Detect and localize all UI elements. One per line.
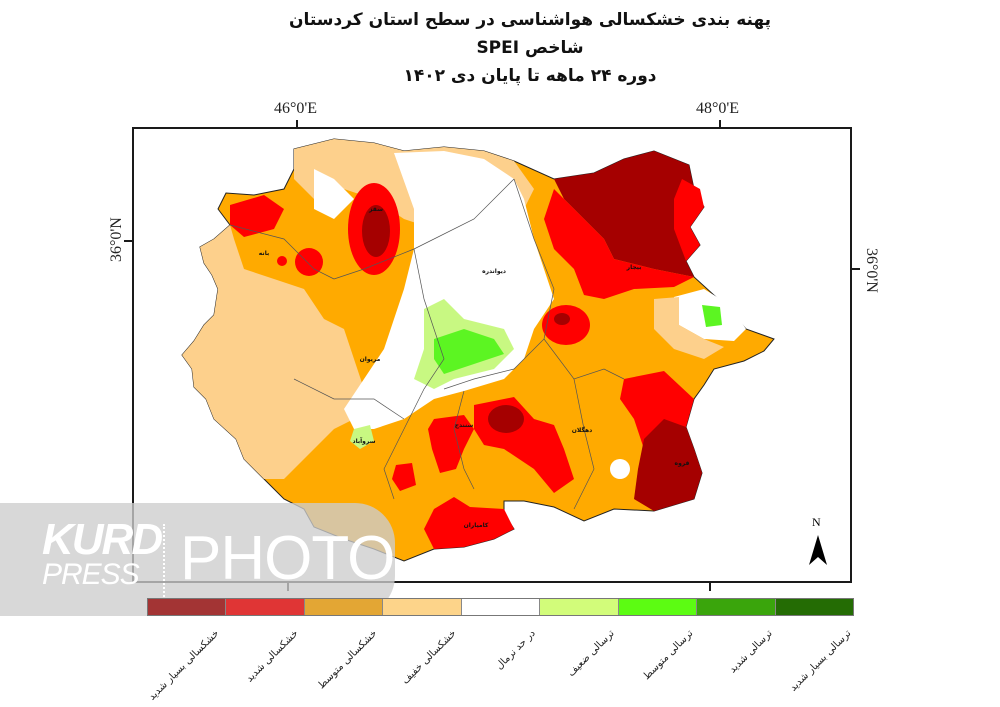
map-index-subtitle: شاخص SPEI: [476, 38, 584, 58]
legend-label-moderate-drought: خشکسالی متوسط: [316, 628, 380, 692]
zone-severe-kamyaran: [424, 497, 514, 549]
map-period-subtitle: دوره ۲۴ ماهه تا پایان دی ۱۴۰۲: [403, 66, 657, 86]
zone-moderate-wet-center: [434, 329, 504, 374]
legend-label-very-severe-wet: ترسالی بسیار شدید: [788, 628, 854, 694]
zone-severe-central: [542, 305, 590, 345]
city-label-sarvabad: سروآباد: [352, 436, 375, 445]
longitude-tick-46: 46°0'E: [274, 100, 318, 117]
drought-map: سقز بانه دیواندره بیجار مریوان سنندج سرو…: [181, 138, 775, 562]
city-label-sanandaj: سنندج: [455, 422, 474, 429]
zone-very-severe-ne: [554, 151, 704, 277]
legend-label-mild-drought: خشکسالی خفیف: [400, 628, 459, 687]
legend-color-bar: [147, 598, 854, 616]
longitude-tick-48: 48°0'E: [696, 100, 740, 117]
legend-label-moderate-wet: ترسالی متوسط: [641, 628, 696, 683]
watermark-panel: [0, 503, 395, 616]
legend-label-normal: در حد نرمال: [493, 628, 538, 672]
zone-very-severe-sanandaj: [488, 405, 524, 433]
legend-swatch-severe-drought: [226, 599, 305, 615]
watermark-brand-kurd: KURD: [42, 515, 163, 564]
zone-normal-north: [314, 169, 354, 219]
legend-swatch-normal: [461, 599, 541, 615]
map-title-block: پهنه بندی خشکسالی هواشناسی در سطح استان …: [250, 6, 810, 90]
tick-mark-48e: [719, 120, 721, 128]
city-label-divandarreh: دیواندره: [482, 268, 506, 275]
zone-severe-sanandaj: [428, 415, 474, 473]
zone-severe-ne: [544, 189, 694, 299]
north-arrow-label: N: [812, 515, 821, 529]
tick-mark-bottom-2: [709, 583, 711, 591]
zone-severe-ne-edge: [674, 179, 704, 261]
legend-swatch-very-severe-drought: [148, 599, 227, 615]
zone-very-severe-qorveh: [634, 419, 702, 511]
zone-severe-baneh-dot: [277, 256, 287, 266]
watermark-photo-text: PHOTO: [180, 524, 395, 593]
city-label-bijar: بیجار: [626, 264, 642, 271]
legend-label-very-severe-drought: خشکسالی بسیار شدید: [147, 628, 222, 703]
legend-swatch-moderate-drought: [304, 599, 384, 615]
zone-mild-west: [182, 225, 374, 479]
latitude-tick-right: 36°0'N: [863, 248, 880, 293]
watermark-brand-press: PRESS: [42, 558, 140, 591]
legend-swatch-weak-wet: [540, 599, 619, 615]
city-label-baneh: بانه: [259, 250, 269, 257]
zone-severe-west-spot: [392, 463, 416, 491]
tick-mark-36n-right: [852, 268, 860, 270]
tick-mark-36n-left: [124, 240, 132, 242]
watermark-separator: [163, 524, 165, 604]
map-title: پهنه بندی خشکسالی هواشناسی در سطح استان …: [288, 10, 772, 30]
zone-severe-baneh-circle: [295, 248, 323, 276]
city-label-qorveh: قروه: [675, 460, 690, 467]
zone-severe-baneh-north: [230, 195, 284, 237]
city-label-kamyaran: کامیاران: [464, 522, 489, 529]
zone-wet-east: [702, 305, 722, 327]
zone-normal-dehgolan: [610, 459, 630, 479]
tick-mark-46e: [296, 120, 298, 128]
zone-weak-wet-sarvabad: [350, 425, 374, 449]
city-label-dehgolan: دهگلان: [572, 426, 592, 434]
north-arrow-icon: [809, 535, 827, 565]
legend-swatch-very-severe-wet: [775, 599, 853, 615]
city-label-saqqez: سقز: [368, 206, 383, 213]
legend-swatch-severe-wet: [697, 599, 776, 615]
zone-mild-east: [654, 297, 724, 359]
zone-very-severe-central: [554, 313, 570, 325]
city-label-marivan: مریوان: [360, 356, 381, 363]
legend-label-weak-wet: ترسالی ضعیف: [565, 628, 617, 679]
legend-swatch-moderate-wet: [618, 599, 698, 615]
legend-swatch-mild-drought: [383, 599, 462, 615]
legend-label-severe-wet: ترسالی شدید: [727, 628, 775, 676]
latitude-tick-left: 36°0'N: [108, 217, 125, 262]
county-boundaries: [229, 178, 625, 510]
zone-very-severe-saqqez: [362, 205, 390, 257]
legend-label-severe-drought: خشکسالی شدید: [244, 628, 301, 685]
legend-labels: خشکسالی بسیار شدید خشکسالی شدید خشکسالی …: [147, 620, 854, 703]
